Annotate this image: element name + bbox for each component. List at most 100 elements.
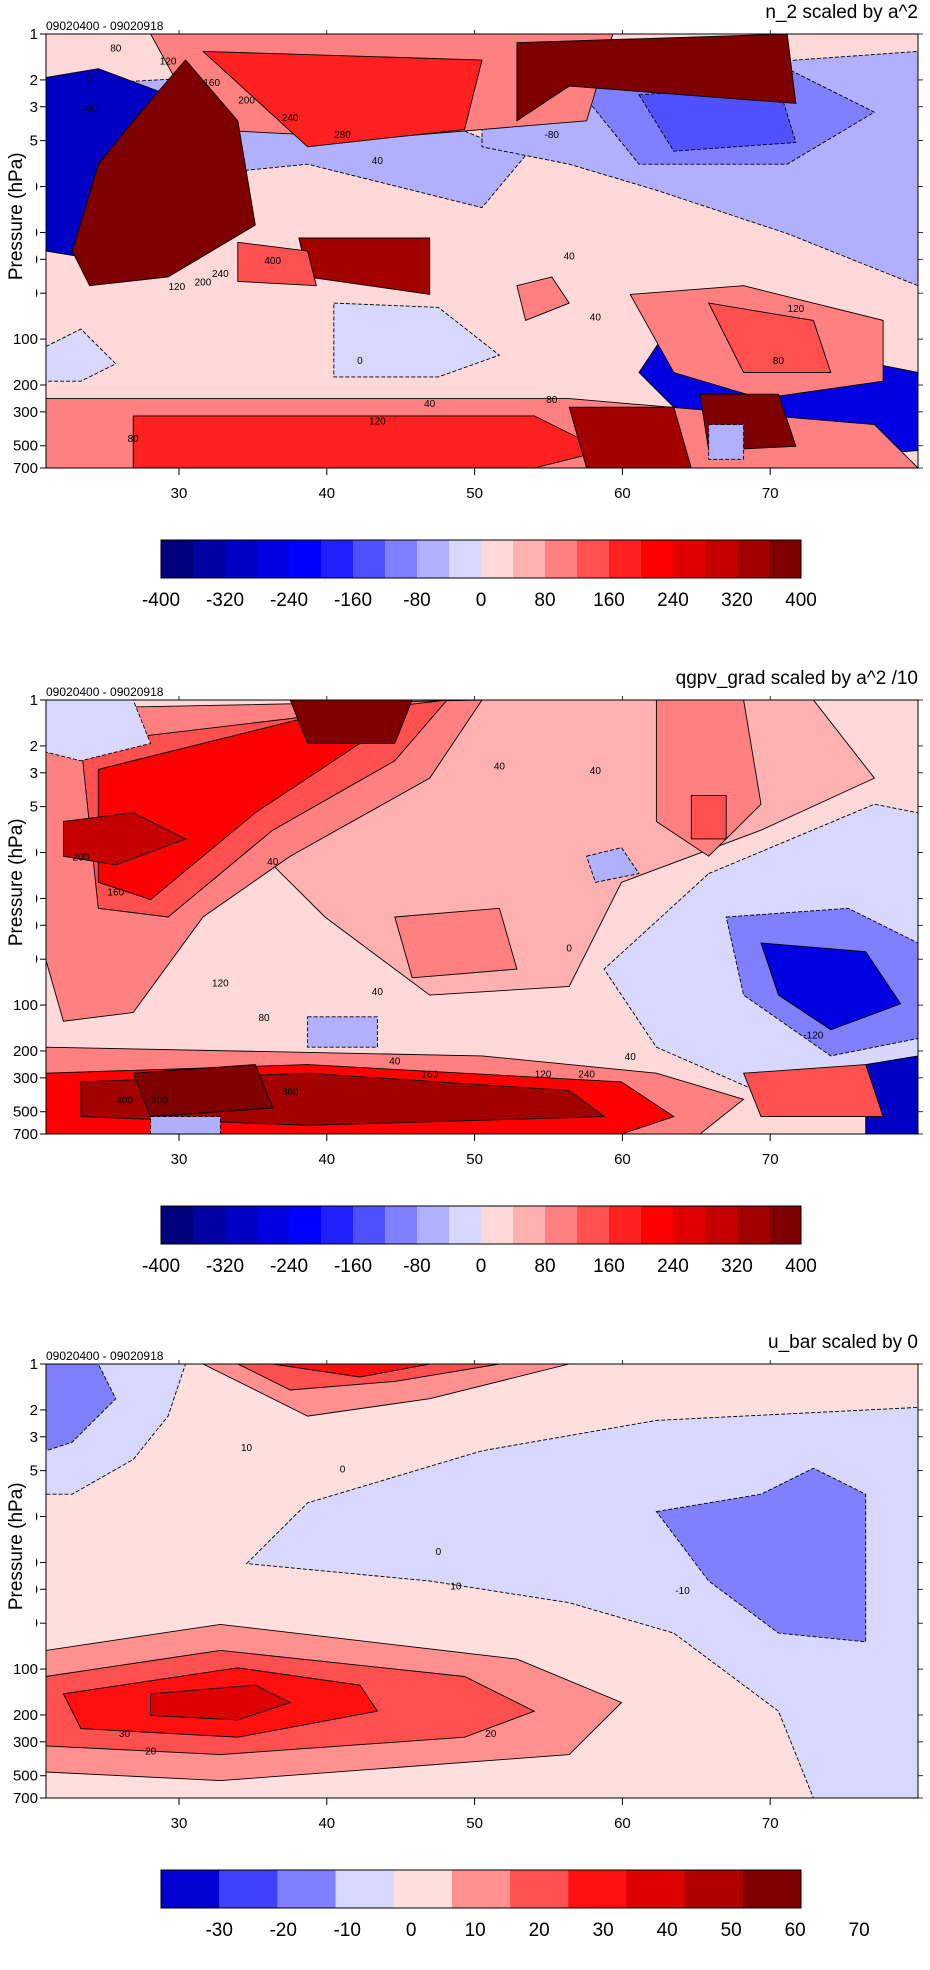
colorbar-swatch	[225, 540, 258, 578]
contour-label: 10	[450, 1582, 462, 1593]
x-tick-label: 70	[762, 485, 779, 502]
colorbar: -400 -320 -240 -160 -80 0 80 160 240 320 400	[142, 1205, 817, 1277]
colorbar-swatch	[321, 540, 354, 578]
contour-label: 200	[151, 1096, 168, 1107]
colorbar-label: 60	[785, 1920, 806, 1941]
x-tick-label: 40	[318, 485, 335, 502]
y-tick-label: 3	[30, 1429, 38, 1446]
panel-qgpv-grad: 200 160 40 40 40 120 80 40 0 -120 40 160 120 240 360 40…	[0, 666, 930, 1306]
contour-region	[71, 59, 256, 287]
contour-label: 400	[116, 1096, 133, 1107]
colorbar-swatch	[385, 1206, 418, 1244]
chart-n2: 801201602002402800-8040400240200120-8040…	[6, 2, 923, 611]
contour-field: 801201602002402800-8040400240200120-8040…	[46, 34, 918, 468]
colorbar-swatch	[257, 1206, 290, 1244]
colorbar-label: 70	[849, 1920, 870, 1941]
contour-region	[46, 328, 117, 382]
contour-label: 120	[788, 304, 805, 315]
contour-label: 280	[334, 130, 351, 141]
contour-region	[333, 302, 501, 378]
contour-label: -120	[803, 1031, 823, 1042]
colorbar-label: -30	[205, 1920, 232, 1941]
x-tick-label: 60	[614, 1151, 631, 1168]
contour-region	[237, 241, 317, 287]
contour-label: 40	[564, 252, 576, 263]
contour-label: 80	[110, 43, 122, 54]
colorbar-swatch	[769, 540, 802, 578]
panel-n2: 80 120 160 200 240 280 0 -80 40 400 240 200 120 -80 40…	[0, 0, 930, 640]
colorbar-swatch	[393, 1870, 453, 1908]
x-tick-label: 50	[466, 1815, 483, 1832]
y-tick-label: 30	[21, 1581, 38, 1598]
contour-label: 10	[241, 1443, 253, 1454]
colorbar-swatch	[385, 540, 418, 578]
colorbar-swatch	[417, 540, 450, 578]
y-tick-label: 200	[13, 377, 38, 394]
contour-region	[707, 302, 832, 373]
y-tick-label: 20	[21, 224, 38, 241]
colorbar-swatch	[510, 1870, 569, 1908]
colorbar-swatch	[641, 540, 674, 578]
contour-region	[150, 1116, 221, 1134]
colorbar-swatch	[289, 1206, 322, 1244]
colorbar-frame	[160, 1205, 802, 1245]
contour-region	[237, 1364, 500, 1391]
contour-label: 0	[87, 74, 93, 85]
colorbar-label: 400	[785, 1256, 817, 1277]
colorbar-swatch	[481, 540, 514, 578]
contour-region	[46, 1364, 117, 1452]
colorbar-frame	[160, 539, 802, 579]
contour-label: 80	[128, 434, 140, 445]
contour-label: 240	[578, 1070, 595, 1081]
colorbar-label: -320	[206, 1256, 244, 1277]
y-tick-label: 20	[21, 890, 38, 907]
colorbar-label: -80	[403, 590, 430, 611]
colorbar-label: -240	[270, 1256, 308, 1277]
plot-frame	[45, 699, 919, 1135]
colorbar-swatch	[545, 1206, 578, 1244]
colorbar-swatch	[609, 540, 642, 578]
colorbar-label: -320	[206, 590, 244, 611]
plot-title: u_bar scaled by 0	[768, 1332, 918, 1353]
contour-region	[62, 812, 187, 866]
contour-label: 0	[436, 1547, 442, 1558]
colorbar-swatch	[161, 1206, 194, 1244]
colorbar-swatch	[193, 1206, 226, 1244]
colorbar-label: -160	[334, 590, 372, 611]
plot-title: qgpv_grad scaled by a^2 /10	[676, 668, 918, 689]
contour-region	[46, 700, 152, 762]
colorbar-label: 320	[721, 1256, 753, 1277]
contour-label: 360	[282, 1087, 299, 1098]
colorbar: -30 -20 -10 0 10 20 30 40 50 60 70	[160, 1869, 870, 1941]
colorbar-swatch	[481, 1206, 514, 1244]
x-tick-label: 50	[466, 485, 483, 502]
contour-label: -80	[82, 104, 97, 115]
contour-label: 0	[340, 1465, 346, 1476]
y-tick-label: 3	[30, 99, 38, 116]
y-tick-label: 100	[13, 331, 38, 348]
y-tick-label: 200	[13, 1043, 38, 1060]
contour-label: -80	[545, 130, 560, 141]
colorbar-swatch	[225, 1206, 258, 1244]
colorbar-label: 80	[534, 1256, 555, 1277]
contour-region	[132, 1064, 274, 1118]
colorbar-swatch	[577, 1206, 610, 1244]
contour-label: 120	[160, 56, 177, 67]
x-tick-label: 70	[762, 1815, 779, 1832]
colorbar-label: 50	[721, 1920, 742, 1941]
colorbar-label: -400	[142, 590, 180, 611]
colorbar-swatch	[577, 540, 610, 578]
colorbar-swatch	[161, 1870, 220, 1908]
y-tick-label: 10	[21, 1509, 38, 1526]
contour-label: 80	[546, 395, 558, 406]
y-tick-label: 5	[30, 799, 38, 816]
y-tick-label: 300	[13, 1734, 38, 1751]
colorbar-label: -160	[334, 1256, 372, 1277]
colorbar-swatch	[545, 540, 578, 578]
contour-label: 40	[625, 1052, 637, 1063]
contour-field: 10 0 0 -10 10 30 20 20	[46, 1364, 918, 1798]
contour-region	[690, 795, 727, 840]
colorbar-swatch	[673, 540, 706, 578]
